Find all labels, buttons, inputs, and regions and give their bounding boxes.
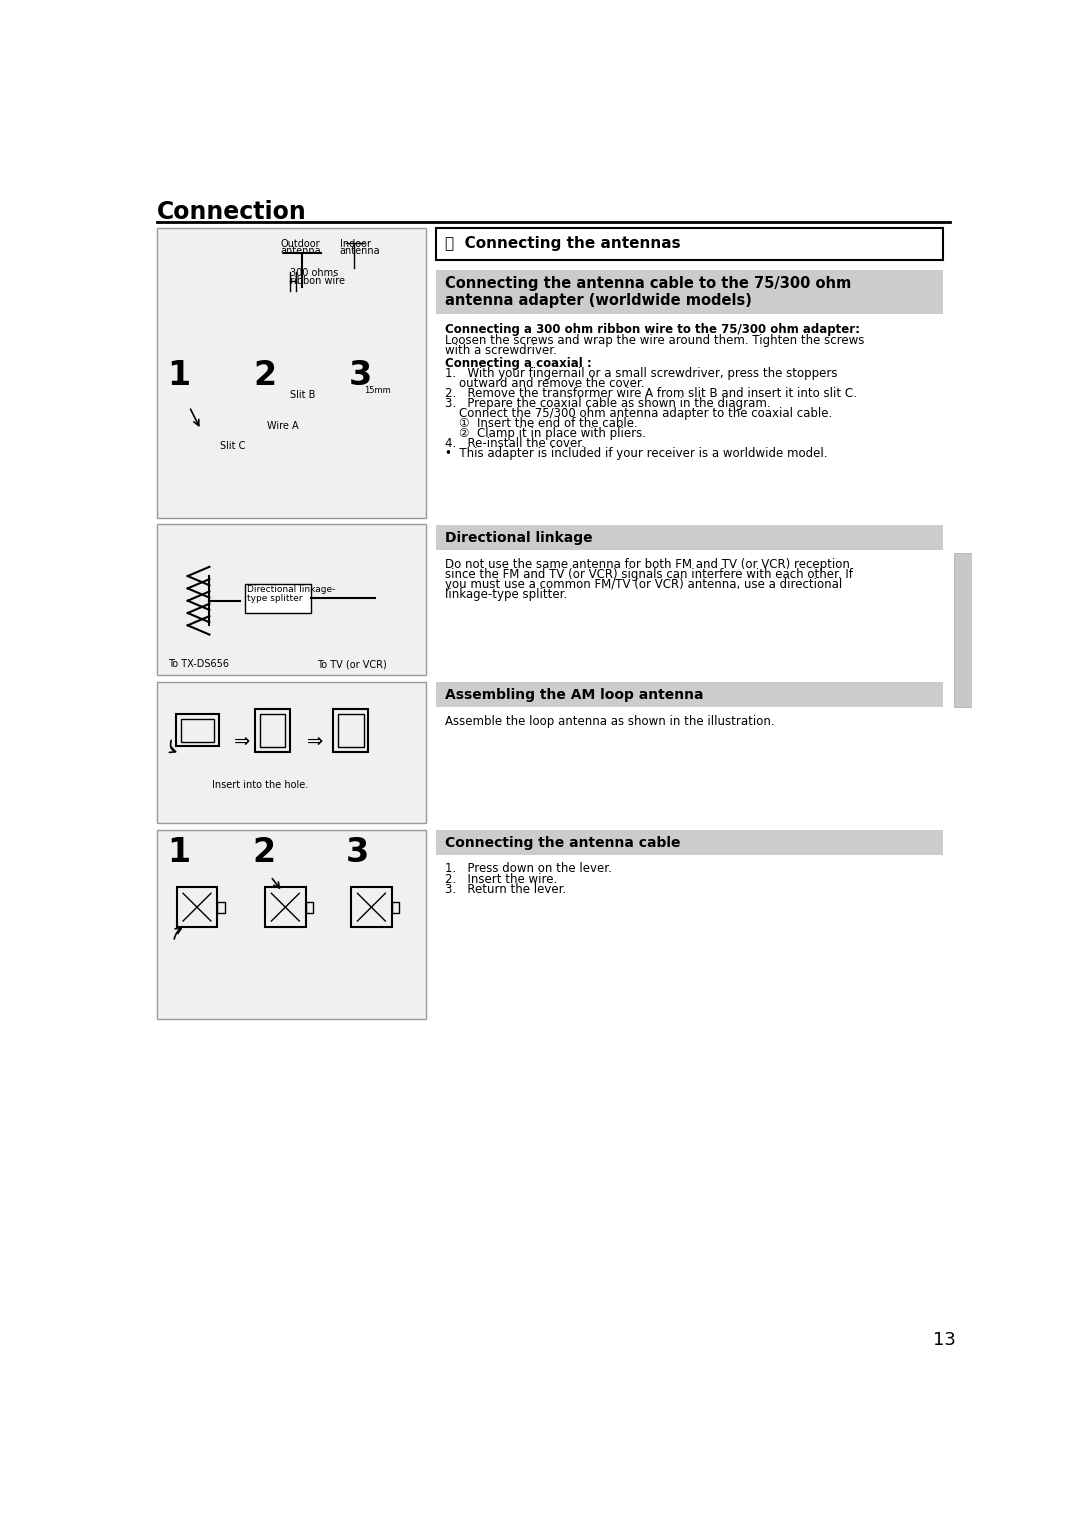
Text: 4.   Re-install the cover.: 4. Re-install the cover.	[445, 437, 585, 451]
Text: ribbon wire: ribbon wire	[291, 275, 345, 286]
Text: Directional linkage-: Directional linkage-	[247, 585, 336, 594]
Text: Slit B: Slit B	[291, 390, 315, 400]
Text: you must use a common FM/TV (or VCR) antenna, use a directional: you must use a common FM/TV (or VCR) ant…	[445, 578, 842, 591]
Text: Slit C: Slit C	[220, 442, 245, 451]
Text: Loosen the screws and wrap the wire around them. Tighten the screws: Loosen the screws and wrap the wire arou…	[445, 333, 864, 347]
Text: Do not use the same antenna for both FM and TV (or VCR) reception: Do not use the same antenna for both FM …	[445, 558, 850, 570]
Text: 2: 2	[253, 836, 275, 869]
Text: To TX-DS656: To TX-DS656	[167, 659, 229, 669]
Text: •  This adapter is included if your receiver is a worldwide model.: • This adapter is included if your recei…	[445, 448, 827, 460]
Text: 3.   Return the lever.: 3. Return the lever.	[445, 883, 566, 895]
Bar	[245, 584, 311, 613]
Text: 3.   Prepare the coaxial cable as shown in the diagram.: 3. Prepare the coaxial cable as shown in…	[445, 397, 771, 411]
Bar	[157, 830, 427, 1019]
Text: 3: 3	[346, 836, 369, 869]
Bar	[338, 714, 364, 747]
Bar	[157, 683, 427, 824]
Bar	[351, 888, 392, 927]
Text: Outdoor: Outdoor	[281, 238, 321, 249]
Bar	[392, 902, 400, 912]
Text: Connecting the antenna cable to the 75/300 ohm
antenna adapter (worldwide models: Connecting the antenna cable to the 75/3…	[445, 275, 851, 309]
Text: type splitter: type splitter	[247, 594, 302, 602]
Text: 13: 13	[933, 1331, 956, 1349]
Text: Insert into the hole.: Insert into the hole.	[213, 781, 309, 790]
Bar	[255, 709, 291, 752]
Text: ⓙ  Connecting the antennas: ⓙ Connecting the antennas	[445, 235, 680, 251]
Bar	[435, 228, 943, 260]
Bar	[260, 714, 285, 747]
Text: 300 ohms: 300 ohms	[291, 267, 338, 278]
Text: Connecting the antenna cable: Connecting the antenna cable	[445, 836, 680, 850]
Text: Indoor: Indoor	[339, 238, 370, 249]
Text: ⇒: ⇒	[234, 732, 251, 752]
Text: with a screwdriver.: with a screwdriver.	[445, 344, 557, 356]
Text: Connect the 75/300 ohm antenna adapter to the coaxial cable.: Connect the 75/300 ohm antenna adapter t…	[459, 408, 833, 420]
Text: Assemble the loop antenna as shown in the illustration.: Assemble the loop antenna as shown in th…	[445, 715, 774, 727]
Text: ⇒: ⇒	[307, 732, 323, 752]
Text: Connection: Connection	[157, 200, 307, 225]
Bar	[334, 709, 368, 752]
Bar	[180, 718, 214, 741]
Text: 1: 1	[167, 359, 191, 391]
Bar	[435, 830, 943, 854]
Text: linkage-type splitter.: linkage-type splitter.	[445, 588, 567, 601]
Bar	[176, 714, 218, 746]
Text: 2: 2	[254, 359, 276, 391]
Text: To TV (or VCR): To TV (or VCR)	[318, 659, 387, 669]
Text: Wire A: Wire A	[267, 420, 298, 431]
Text: ①  Insert the end of the cable.: ① Insert the end of the cable.	[459, 417, 637, 431]
Text: since the FM and TV (or VCR) signals can interfere with each other. If: since the FM and TV (or VCR) signals can…	[445, 567, 853, 581]
Bar	[435, 526, 943, 550]
Bar	[435, 683, 943, 707]
Text: 1: 1	[167, 836, 191, 869]
Bar	[306, 902, 313, 912]
Text: 1.   Press down on the lever.: 1. Press down on the lever.	[445, 862, 612, 876]
Bar	[954, 553, 972, 707]
Text: Connecting a coaxial :: Connecting a coaxial :	[445, 358, 592, 370]
Text: ②  Clamp it in place with pliers.: ② Clamp it in place with pliers.	[459, 428, 646, 440]
Text: antenna: antenna	[339, 246, 380, 257]
Text: 15mm: 15mm	[364, 387, 390, 394]
Text: antenna: antenna	[281, 246, 322, 257]
Bar	[266, 888, 306, 927]
Text: 1.   With your fingernail or a small screwdriver, press the stoppers: 1. With your fingernail or a small screw…	[445, 367, 837, 380]
Text: Assembling the AM loop antenna: Assembling the AM loop antenna	[445, 689, 703, 703]
Bar	[177, 888, 217, 927]
Bar	[157, 228, 427, 518]
Text: Directional linkage: Directional linkage	[445, 532, 593, 545]
Text: outward and remove the cover.: outward and remove the cover.	[459, 377, 645, 390]
Text: Connecting a 300 ohm ribbon wire to the 75/300 ohm adapter:: Connecting a 300 ohm ribbon wire to the …	[445, 324, 860, 336]
Bar	[157, 524, 427, 675]
Text: 2.   Insert the wire.: 2. Insert the wire.	[445, 872, 557, 886]
Bar	[217, 902, 225, 912]
Bar	[435, 269, 943, 315]
Text: 2.   Remove the transformer wire A from slit B and insert it into slit C.: 2. Remove the transformer wire A from sl…	[445, 388, 856, 400]
Text: 3: 3	[349, 359, 373, 391]
